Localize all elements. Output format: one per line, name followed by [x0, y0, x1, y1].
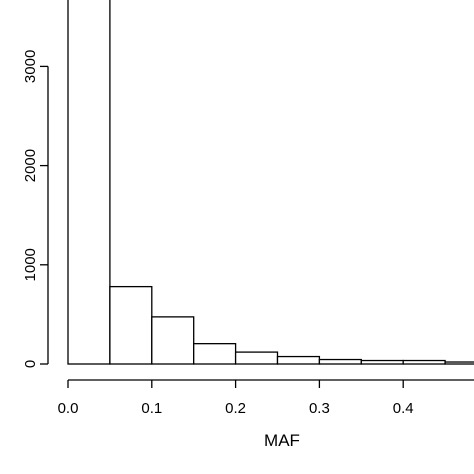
histogram-bar-9	[402, 359, 446, 365]
y-axis: 0 1000 2000 3000	[22, 50, 49, 368]
x-tick-label-4: 0.4	[393, 400, 414, 417]
histogram-bars	[67, 0, 474, 365]
histogram-bar-10	[444, 361, 474, 365]
x-axis: 0.0 0.1 0.2 0.3 0.4	[58, 379, 474, 417]
x-axis-title: MAF	[264, 431, 300, 450]
x-tick-label-1: 0.1	[141, 400, 162, 417]
histogram-bar-6	[276, 355, 321, 365]
histogram-bar-3	[151, 316, 195, 365]
histogram-bar-1	[67, 0, 111, 365]
histogram-bar-4	[193, 343, 237, 365]
histogram-bar-8	[360, 359, 404, 365]
histogram-bar-2	[109, 285, 153, 365]
histogram-bar-7	[318, 358, 362, 365]
x-tick-label-0: 0.0	[58, 400, 79, 417]
histogram-bar-5	[234, 351, 279, 365]
y-tick-label-0: 0	[22, 360, 39, 368]
x-tick-label-3: 0.3	[309, 400, 330, 417]
y-tick-label-3: 3000	[22, 50, 39, 83]
y-tick-label-1: 1000	[22, 248, 39, 281]
y-tick-label-2: 2000	[22, 149, 39, 182]
x-tick-label-2: 0.2	[225, 400, 246, 417]
